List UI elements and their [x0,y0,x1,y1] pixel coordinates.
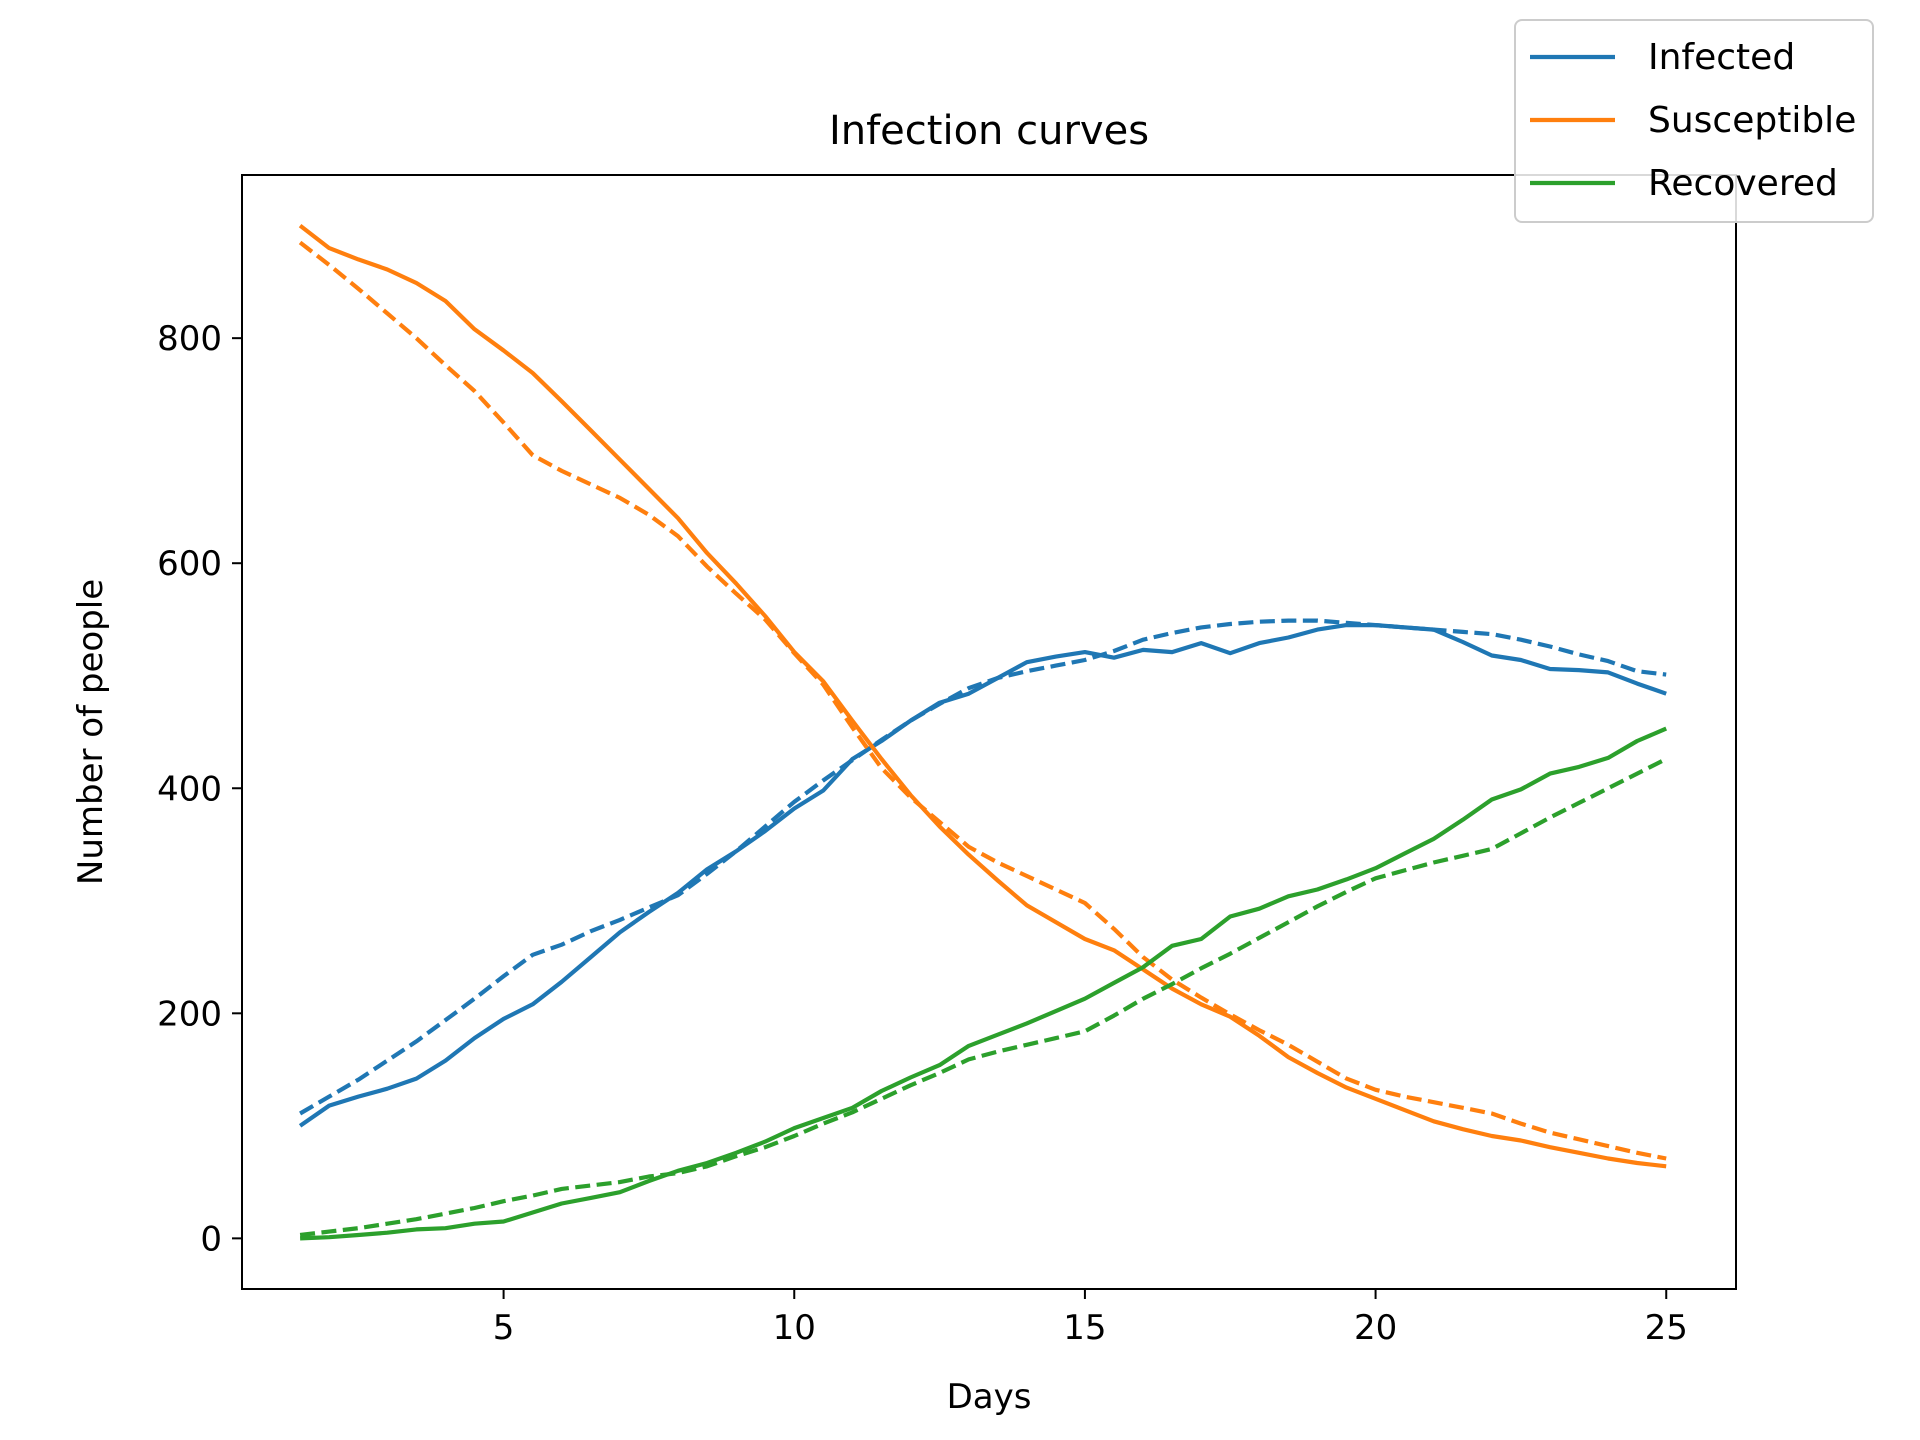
legend-label-recovered: Recovered [1648,163,1838,204]
legend-label-infected: Infected [1648,37,1795,78]
series-line-susceptible-solid [298,223,1667,1169]
y-tick-label: 600 [157,544,222,584]
series-line-infected-solid [298,622,1667,1128]
y-tick-label: 200 [157,994,222,1034]
x-tick-label: 5 [493,1308,515,1348]
series-line-recovered-dashed [299,757,1668,1238]
legend-box [1514,19,1874,223]
x-tick-label: 15 [1063,1308,1106,1348]
x-axis-label: Days [947,1377,1032,1417]
x-tick-label: 25 [1645,1308,1688,1348]
x-tick-label: 20 [1354,1308,1397,1348]
y-axis-label: Number of people [71,579,111,885]
y-tick-label: 0 [200,1219,222,1259]
legend-label-susceptible: Susceptible [1648,100,1856,141]
series-line-susceptible-dashed [298,240,1667,1161]
chart-title: Infection curves [829,108,1149,154]
x-axis-ticks: 5 10 15 20 25 [493,1289,1688,1348]
plot-lines [298,223,1668,1241]
plot-frame [241,174,1737,1290]
series-line-infected-dashed [299,618,1667,1116]
y-axis-ticks: 0 200 400 600 800 [157,319,242,1259]
series-line-recovered-solid [300,726,1668,1241]
legend: Infected Susceptible Recovered [1514,19,1874,223]
y-tick-label: 800 [157,319,222,359]
x-tick-label: 10 [773,1308,816,1348]
y-tick-label: 400 [157,769,222,809]
